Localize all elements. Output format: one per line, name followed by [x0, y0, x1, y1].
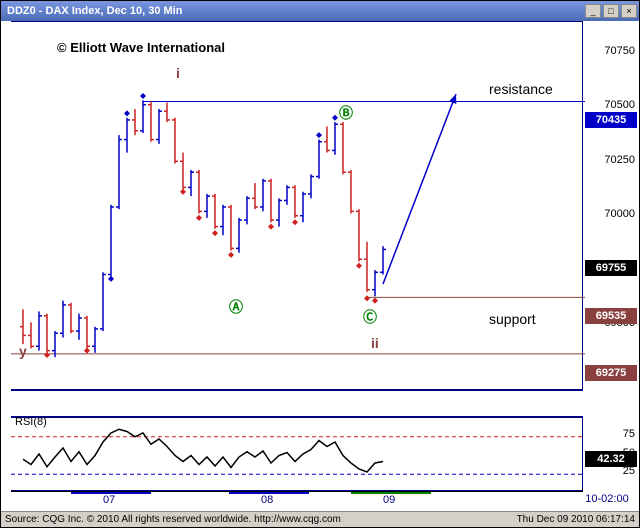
source-text: Source: CQG Inc. © 2010 All rights reser… [5, 512, 341, 527]
svg-text:Ⓑ: Ⓑ [339, 105, 353, 121]
minimize-button[interactable]: _ [585, 4, 601, 18]
svg-text:i: i [176, 65, 180, 81]
footer: Source: CQG Inc. © 2010 All rights reser… [1, 511, 639, 527]
svg-text:y: y [19, 343, 27, 359]
titlebar-buttons: _ □ × [585, 4, 637, 18]
close-button[interactable]: × [621, 4, 637, 18]
rsi-label: RSI(8) [15, 416, 47, 428]
svg-text:Ⓒ: Ⓒ [363, 309, 377, 325]
titlebar[interactable]: DDZ0 - DAX Index, Dec 10, 30 Min _ □ × [1, 1, 639, 21]
timestamp-text: Thu Dec 09 2010 06:17:14 [517, 512, 635, 527]
maximize-button[interactable]: □ [603, 4, 619, 18]
svg-text:resistance: resistance [489, 81, 553, 97]
svg-text:Ⓐ: Ⓐ [229, 299, 243, 315]
rsi-svg [11, 418, 585, 493]
svg-text:ii: ii [371, 335, 379, 351]
price-svg: resistance support i Ⓐ Ⓑ Ⓒii y [11, 22, 585, 392]
x-axis-extra: 10-02:00 [579, 493, 635, 505]
rsi-y-axis: 75502542.32 [583, 416, 639, 491]
window-title: DDZ0 - DAX Index, Dec 10, 30 Min [3, 5, 182, 17]
price-chart[interactable]: © Elliott Wave International resistances… [11, 21, 583, 391]
rsi-panel[interactable] [11, 416, 583, 491]
chart-window: DDZ0 - DAX Index, Dec 10, 30 Min _ □ × ©… [0, 0, 640, 528]
chart-area: © Elliott Wave International resistances… [1, 21, 639, 511]
svg-text:support: support [489, 311, 536, 327]
y-axis: 7075070500702507000069750695007043569755… [583, 41, 639, 411]
x-axis: 070809 [11, 491, 583, 513]
